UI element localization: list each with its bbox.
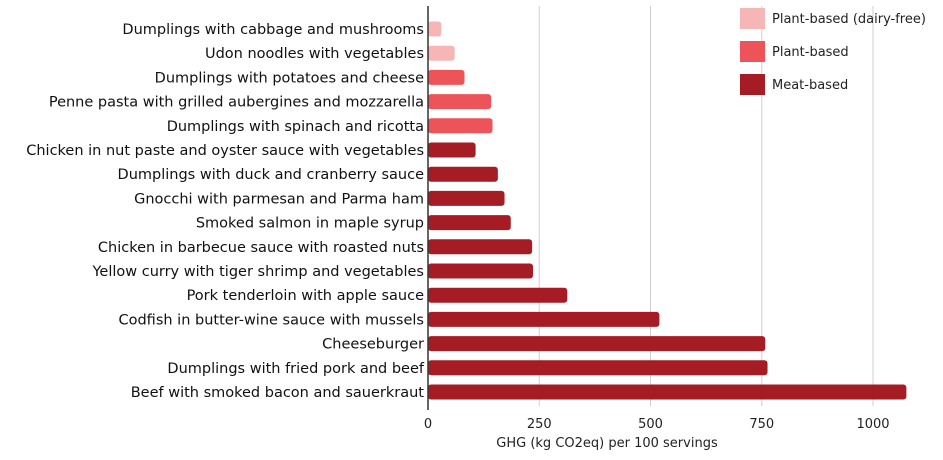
x-tick-label: 1000 [856, 417, 889, 432]
x-axis-tick-labels: 0 250 500 750 1000 [424, 417, 890, 432]
legend: Plant-based (dairy-free) Plant-based Meat-… [740, 8, 926, 95]
bar [428, 21, 442, 37]
bar [428, 215, 511, 231]
legend-label: Plant-based [772, 45, 849, 60]
bars [428, 21, 907, 400]
category-label: Penne pasta with grilled aubergines and … [49, 95, 424, 111]
bar [428, 142, 476, 158]
category-label: Chicken in barbecue sauce with roasted n… [98, 240, 424, 256]
x-axis-title: GHG (kg CO2eq) per 100 servings [496, 436, 718, 451]
category-label: Gnocchi with parmesan and Parma ham [134, 191, 424, 207]
category-labels: Dumplings with cabbage and mushrooms Udon… [26, 22, 425, 401]
legend-swatch [740, 74, 765, 95]
bar [428, 190, 505, 206]
category-label: Pork tenderloin with apple sauce [187, 288, 425, 304]
category-label: Codfish in butter-wine sauce with mussel… [118, 312, 424, 328]
bar [428, 45, 455, 61]
category-label: Dumplings with duck and cranberry sauce [118, 167, 425, 183]
bar [428, 336, 766, 352]
category-label: Yellow curry with tiger shrimp and veget… [91, 264, 424, 280]
bar [428, 263, 534, 279]
category-label: Beef with smoked bacon and sauerkraut [131, 385, 425, 401]
bar [428, 69, 465, 85]
bar [428, 166, 498, 182]
category-label: Udon noodles with vegetables [205, 46, 424, 62]
category-label: Dumplings with cabbage and mushrooms [122, 22, 424, 38]
legend-label: Plant-based (dairy-free) [772, 12, 926, 27]
category-label: Cheeseburger [322, 337, 424, 353]
x-tick-label: 500 [638, 417, 663, 432]
x-tick-label: 750 [749, 417, 774, 432]
legend-label: Meat-based [772, 78, 848, 93]
x-tick-label: 0 [424, 417, 432, 432]
bar [428, 239, 533, 255]
x-tick-label: 250 [527, 417, 552, 432]
category-label: Dumplings with potatoes and cheese [155, 70, 424, 86]
category-label: Chicken in nut paste and oyster sauce wi… [26, 143, 424, 159]
bar [428, 360, 768, 376]
bar [428, 311, 660, 327]
category-label: Dumplings with spinach and ricotta [167, 119, 424, 135]
bar [428, 94, 492, 110]
bar [428, 118, 493, 134]
legend-swatch [740, 8, 765, 29]
category-label: Dumplings with fried pork and beef [167, 361, 424, 377]
category-label: Smoked salmon in maple syrup [196, 216, 424, 232]
bar [428, 384, 907, 400]
bar [428, 287, 568, 303]
legend-swatch [740, 41, 765, 62]
